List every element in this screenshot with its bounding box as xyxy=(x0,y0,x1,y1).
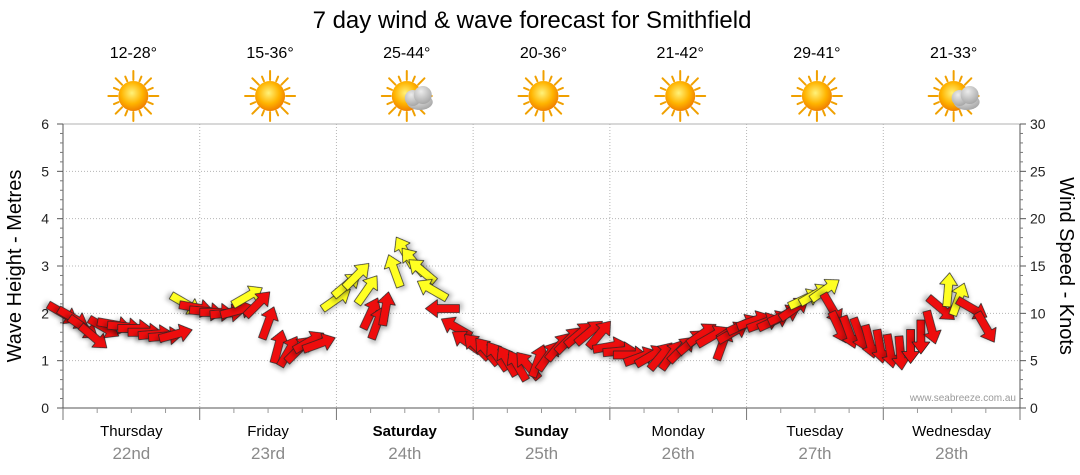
sun-icon xyxy=(107,70,160,122)
left-tick-label: 5 xyxy=(41,163,49,179)
wind-arrow xyxy=(408,259,438,286)
day-date: 26th xyxy=(662,444,695,463)
day-date: 25th xyxy=(525,444,558,463)
wind-arrow xyxy=(377,291,396,327)
source-credit: www.seabreeze.com.au xyxy=(909,393,1016,404)
day-temperature: 21-33° xyxy=(930,45,977,62)
wind-arrow xyxy=(157,323,193,343)
wind-arrow xyxy=(353,275,378,307)
wind-arrow xyxy=(922,309,942,345)
left-tick-label: 2 xyxy=(41,305,49,321)
day-temperature: 20-36° xyxy=(520,45,567,62)
day-date: 22nd xyxy=(112,444,150,463)
wind-arrow xyxy=(911,319,931,355)
right-tick-label: 10 xyxy=(1030,305,1046,321)
sun-icon xyxy=(790,70,843,122)
sun-cloud-icon xyxy=(927,70,980,122)
right-tick-label: 15 xyxy=(1030,258,1046,274)
right-tick-label: 30 xyxy=(1030,116,1046,132)
sun-icon xyxy=(654,70,707,122)
daily-weather-row: 12-28° 15-36° 25-44° 20-36° 21-42° 29-41° 21-3… xyxy=(107,45,980,122)
wind-arrow xyxy=(301,333,336,354)
cloud-icon xyxy=(951,86,980,110)
right-axis: 0 5 10 15 20 25 30 xyxy=(1020,116,1046,416)
left-tick-label: 4 xyxy=(41,211,49,227)
left-tick-label: 3 xyxy=(41,258,49,274)
day-name: Tuesday xyxy=(786,423,843,440)
right-tick-label: 5 xyxy=(1030,353,1038,369)
right-tick-label: 20 xyxy=(1030,211,1046,227)
day-name: Wednesday xyxy=(912,423,991,440)
chart-title: 7 day wind & wave forecast for Smithfiel… xyxy=(313,7,752,34)
x-axis-days: Thursday 22nd Friday 23rd Saturday 24th Sunday… xyxy=(62,408,1021,463)
wind-arrow xyxy=(77,322,108,349)
day-date: 28th xyxy=(935,444,968,463)
wind-arrow xyxy=(425,299,460,318)
left-tick-label: 6 xyxy=(41,116,49,132)
right-axis-label: Wind Speed - Knots xyxy=(1055,177,1077,355)
wind-arrow xyxy=(341,263,370,291)
wind-arrow xyxy=(973,310,997,343)
wind-arrow xyxy=(417,279,450,303)
day-date: 27th xyxy=(798,444,831,463)
cloud-icon xyxy=(404,86,433,110)
right-tick-label: 0 xyxy=(1030,400,1038,416)
day-temperature: 21-42° xyxy=(657,45,704,62)
left-tick-label: 1 xyxy=(41,353,49,369)
day-temperature: 12-28° xyxy=(110,45,157,62)
day-date: 24th xyxy=(388,444,421,463)
sun-cloud-icon xyxy=(380,70,433,122)
day-date: 23rd xyxy=(251,444,285,463)
sun-icon xyxy=(517,70,570,122)
day-name: Thursday xyxy=(100,423,163,440)
wind-arrow xyxy=(258,306,279,341)
day-temperature: 15-36° xyxy=(246,45,293,62)
left-tick-label: 0 xyxy=(41,400,49,416)
wind-arrow xyxy=(808,279,840,304)
sun-icon xyxy=(244,70,297,122)
day-temperature: 25-44° xyxy=(383,45,430,62)
wind-series xyxy=(45,236,997,383)
wind-arrow xyxy=(939,272,958,308)
day-name: Saturday xyxy=(373,423,438,440)
left-axis: 0 1 2 3 4 5 6 xyxy=(41,116,63,416)
day-name: Monday xyxy=(652,423,706,440)
wind-arrow xyxy=(383,254,405,289)
left-axis-label: Wave Height - Metres xyxy=(4,170,26,363)
day-name: Friday xyxy=(247,423,289,440)
day-temperature: 29-41° xyxy=(793,45,840,62)
wind-arrow xyxy=(585,320,611,351)
wind-arrow xyxy=(242,291,271,320)
right-tick-label: 25 xyxy=(1030,163,1046,179)
day-name: Sunday xyxy=(514,423,569,440)
